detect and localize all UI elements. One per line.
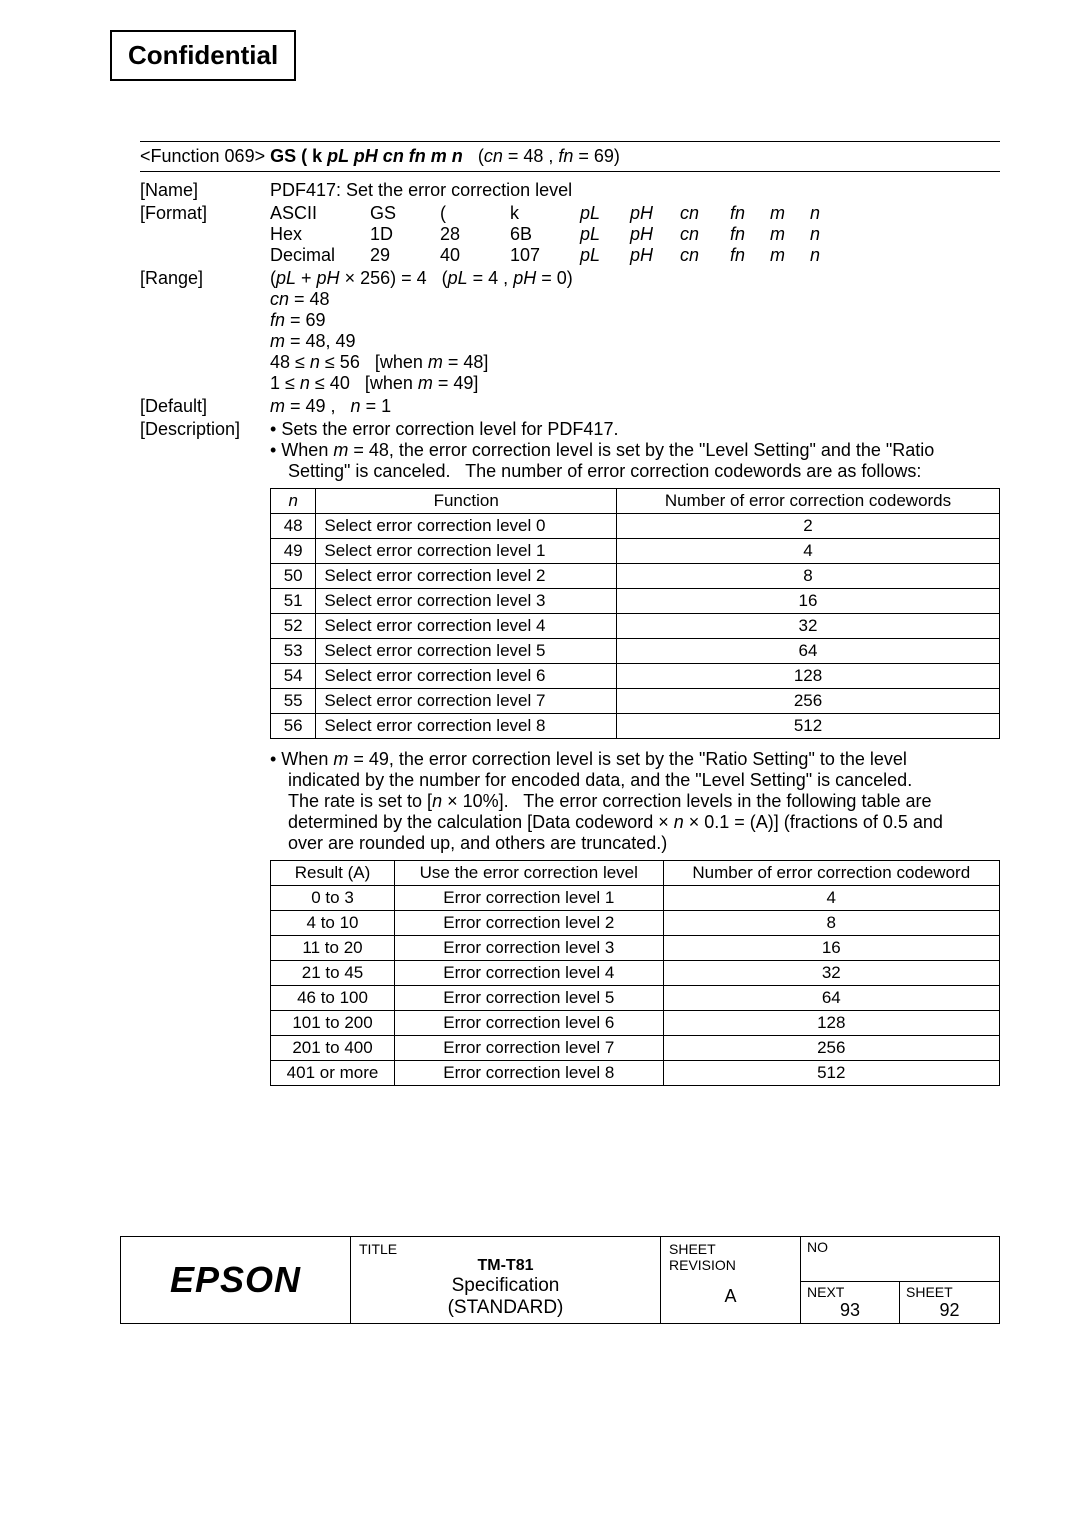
table-2: Result (A)Use the error correction level…: [270, 860, 1000, 1086]
default-label: [Default]: [140, 396, 270, 417]
func-prefix: <Function 069>: [140, 146, 265, 166]
format-cell: pL: [580, 203, 630, 224]
func-cmd: GS ( k pL pH cn fn m n: [270, 146, 463, 166]
name-text: PDF417: Set the error correction level: [270, 180, 1000, 201]
confidential-label: Confidential: [110, 30, 296, 81]
format-cell: fn: [730, 203, 770, 224]
format-cell: 28: [440, 224, 510, 245]
format-cell: pL: [580, 245, 630, 266]
format-cell: n: [810, 203, 850, 224]
format-label: [Format]: [140, 203, 270, 266]
format-cell: m: [770, 203, 810, 224]
footer-title: TITLE TM-T81 Specification (STANDARD): [351, 1237, 661, 1323]
format-cell: n: [810, 245, 850, 266]
format-cell: pH: [630, 224, 680, 245]
format-cell: fn: [730, 245, 770, 266]
format-cell: 40: [440, 245, 510, 266]
format-cell: 6B: [510, 224, 580, 245]
footer-right: NO NEXT 93 SHEET 92: [801, 1237, 999, 1323]
format-cell: Hex: [270, 224, 370, 245]
default-text: m = 49 , n = 1: [270, 396, 1000, 417]
desc-bullet-3: • When m = 49, the error correction leve…: [270, 749, 1000, 854]
format-cell: fn: [730, 224, 770, 245]
format-cell: cn: [680, 224, 730, 245]
table-1: nFunctionNumber of error correction code…: [270, 488, 1000, 739]
format-cell: n: [810, 224, 850, 245]
format-cell: pH: [630, 203, 680, 224]
range-label: [Range]: [140, 268, 270, 394]
format-cell: (: [440, 203, 510, 224]
format-cell: cn: [680, 203, 730, 224]
format-cell: 1D: [370, 224, 440, 245]
range-values: (pL + pH × 256) = 4 (pL = 4 , pH = 0) cn…: [270, 268, 1000, 394]
footer-logo: EPSON: [121, 1237, 351, 1323]
desc-label: [Description]: [140, 419, 270, 1096]
desc-bullet-2: • When m = 48, the error correction leve…: [270, 440, 1000, 482]
format-cell: pH: [630, 245, 680, 266]
footer: EPSON TITLE TM-T81 Specification (STANDA…: [120, 1236, 1000, 1324]
format-cell: GS: [370, 203, 440, 224]
format-cell: pL: [580, 224, 630, 245]
footer-sheet-rev: SHEET REVISION A: [661, 1237, 801, 1323]
content: [Name] PDF417: Set the error correction …: [140, 180, 1000, 1096]
format-cell: 107: [510, 245, 580, 266]
format-cell: m: [770, 224, 810, 245]
format-table: ASCIIGS(kpLpHcnfnmn Hex1D286BpLpHcnfnmn De…: [270, 203, 1000, 266]
format-cell: k: [510, 203, 580, 224]
name-label: [Name]: [140, 180, 270, 201]
format-cell: m: [770, 245, 810, 266]
function-header: <Function 069> GS ( k pL pH cn fn m n (c…: [140, 141, 1000, 172]
format-cell: Decimal: [270, 245, 370, 266]
format-cell: cn: [680, 245, 730, 266]
format-cell: 29: [370, 245, 440, 266]
desc-bullet-1: Sets the error correction level for PDF4…: [270, 419, 1000, 440]
format-cell: ASCII: [270, 203, 370, 224]
